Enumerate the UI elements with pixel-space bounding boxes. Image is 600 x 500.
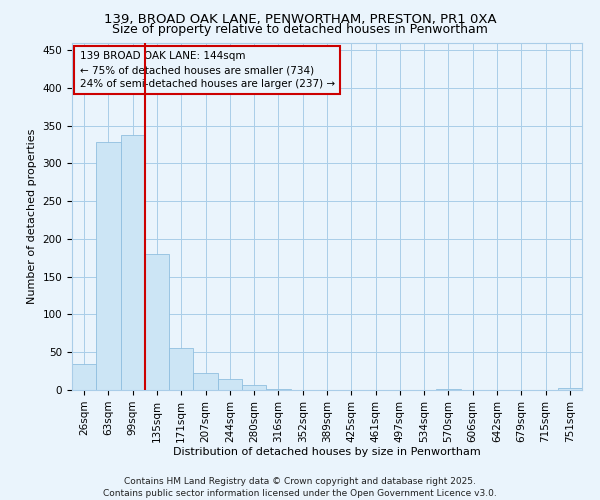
- Bar: [145, 254, 169, 390]
- Bar: [558, 388, 582, 390]
- Text: 139 BROAD OAK LANE: 144sqm
← 75% of detached houses are smaller (734)
24% of sem: 139 BROAD OAK LANE: 144sqm ← 75% of deta…: [80, 51, 335, 89]
- Bar: [121, 134, 145, 390]
- Bar: [169, 348, 193, 390]
- Bar: [193, 374, 218, 390]
- Bar: [218, 380, 242, 390]
- Text: Contains HM Land Registry data © Crown copyright and database right 2025.
Contai: Contains HM Land Registry data © Crown c…: [103, 476, 497, 498]
- Text: 139, BROAD OAK LANE, PENWORTHAM, PRESTON, PR1 0XA: 139, BROAD OAK LANE, PENWORTHAM, PRESTON…: [104, 12, 496, 26]
- Bar: [436, 389, 461, 390]
- Bar: [266, 389, 290, 390]
- Bar: [96, 142, 121, 390]
- Bar: [242, 386, 266, 390]
- X-axis label: Distribution of detached houses by size in Penwortham: Distribution of detached houses by size …: [173, 448, 481, 458]
- Text: Size of property relative to detached houses in Penwortham: Size of property relative to detached ho…: [112, 22, 488, 36]
- Y-axis label: Number of detached properties: Number of detached properties: [27, 128, 37, 304]
- Bar: [72, 364, 96, 390]
